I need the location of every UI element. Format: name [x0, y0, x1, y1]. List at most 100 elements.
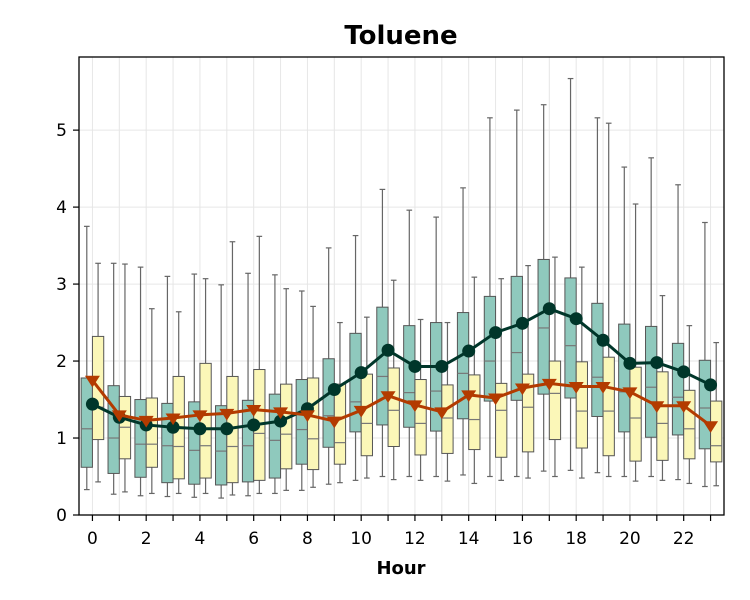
box-group [456, 187, 470, 476]
mean-point [568, 381, 584, 394]
mean-point [596, 333, 610, 347]
box [199, 362, 212, 479]
x-tick-label: 10 [350, 529, 372, 549]
box-group [483, 117, 497, 478]
box [80, 377, 93, 468]
mean-point [622, 387, 638, 399]
box [591, 302, 604, 417]
mean-point [165, 413, 181, 426]
mean-point [595, 381, 611, 394]
box-group [698, 221, 712, 488]
box-group [172, 311, 185, 495]
mean-point [299, 410, 315, 423]
box-group [118, 263, 132, 493]
x-tick-label: 18 [565, 529, 587, 549]
box-group [134, 266, 147, 497]
box [387, 367, 400, 447]
mean-point [435, 359, 449, 373]
box-group [537, 104, 550, 472]
mean-point [514, 383, 530, 396]
box-group [602, 122, 615, 478]
box-group [671, 184, 685, 481]
mean-lines [84, 302, 719, 436]
box [537, 258, 550, 395]
x-tick-label: 2 [141, 529, 152, 549]
box-group [441, 321, 454, 482]
x-tick-label: 22 [673, 529, 695, 549]
box [145, 397, 158, 468]
box-group [548, 256, 562, 478]
box [441, 384, 454, 454]
mean-point [623, 356, 637, 370]
x-tick-label: 6 [248, 529, 259, 549]
mean-point [434, 407, 450, 419]
box-group [591, 117, 604, 474]
mean-point [327, 383, 341, 397]
box-group [468, 276, 481, 485]
mean-point [649, 401, 665, 413]
mean-point [489, 326, 503, 340]
y-tick-label: 2 [56, 352, 67, 372]
plot-frame [78, 56, 725, 516]
box [134, 399, 147, 478]
box [483, 295, 497, 402]
box [414, 379, 427, 456]
mean-point [569, 312, 583, 326]
box [268, 393, 282, 479]
box-group [618, 166, 631, 478]
mean-point [462, 344, 476, 358]
mean-point [84, 375, 100, 388]
box-group [575, 266, 588, 479]
y-tick-label: 0 [56, 506, 67, 526]
box-group [683, 325, 696, 485]
box [548, 360, 562, 441]
box [521, 373, 535, 453]
box-group [215, 284, 228, 499]
mean-point [407, 400, 423, 413]
box-group [322, 247, 335, 485]
box-group [360, 316, 373, 479]
box [602, 356, 615, 457]
mean-point [541, 378, 557, 391]
box-group [107, 262, 120, 495]
box-group [521, 265, 535, 479]
box [564, 277, 577, 399]
box-group [387, 279, 400, 481]
mean-point [247, 418, 261, 432]
mean-point [274, 414, 288, 428]
mean-point [219, 408, 235, 421]
mean-point [461, 390, 477, 403]
box-group [333, 321, 347, 484]
box-group [414, 318, 427, 481]
box [468, 374, 481, 451]
mean-point [704, 378, 718, 392]
mean-point [676, 401, 692, 413]
mean-point [380, 391, 396, 403]
mean-point [381, 343, 395, 357]
box [360, 373, 373, 457]
box [645, 325, 658, 438]
mean-point [542, 302, 556, 316]
x-tick-label: 12 [404, 529, 426, 549]
mean-point [353, 405, 369, 418]
boxes [80, 77, 723, 499]
box-group [564, 77, 577, 471]
box [430, 322, 443, 432]
mean-point [111, 410, 127, 423]
x-tick-label: 14 [458, 529, 480, 549]
box-group [710, 341, 723, 487]
mean-point [515, 316, 529, 330]
mean-line [91, 307, 712, 431]
box [322, 358, 335, 448]
mean-point [326, 416, 342, 429]
box [618, 323, 631, 433]
mean-point [273, 407, 289, 419]
x-tick-label: 16 [512, 529, 534, 549]
mean-point [138, 415, 154, 428]
y-tick-label: 1 [56, 429, 67, 449]
mean-point [650, 356, 664, 370]
box-group [145, 308, 158, 495]
x-tick-label: 8 [302, 529, 313, 549]
box [456, 312, 470, 420]
